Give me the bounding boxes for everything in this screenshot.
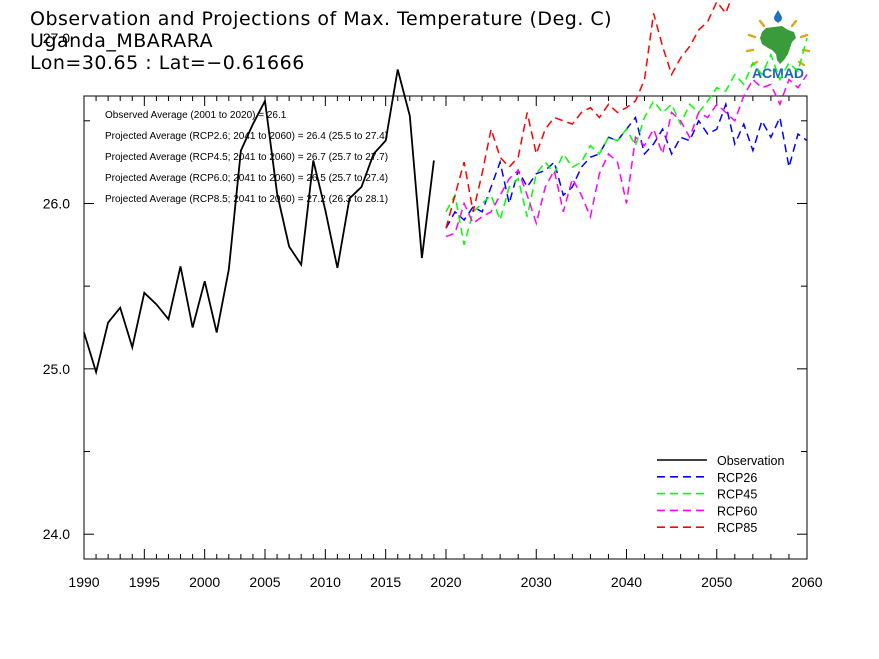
annotation-text: Projected Average (RCP4.5; 2041 to 2060)…: [105, 152, 388, 163]
x-tick-label: 1990: [68, 574, 99, 590]
legend-label: RCP26: [717, 471, 757, 485]
annotations: Observed Average (2001 to 2020) = 26.1 Pr…: [105, 110, 388, 205]
legend-label: Observation: [717, 454, 784, 468]
y-tick-label: 25.0: [43, 361, 70, 377]
series-line-rcp85: [445, 0, 732, 229]
annotation-text: Projected Average (RCP6.0; 2041 to 2060)…: [105, 173, 388, 184]
x-tick-label: 2030: [521, 574, 552, 590]
series-lines: [83, 0, 808, 376]
x-tick-label: 2015: [370, 574, 401, 590]
x-tick-label: 2000: [189, 574, 220, 590]
location-label: Uganda_MBARARA: [30, 30, 214, 52]
annotation-text: Projected Average (RCP8.5; 2041 to 2060)…: [105, 194, 388, 205]
x-tick-label: 2005: [249, 574, 280, 590]
y-tick-label: 27.0: [43, 30, 70, 46]
annotation-text: Observed Average (2001 to 2020) = 26.1: [105, 110, 287, 121]
y-tick-label: 26.0: [43, 195, 70, 211]
x-tick-label: 1995: [129, 574, 160, 590]
legend-label: RCP85: [717, 521, 757, 535]
x-tick-label: 2010: [310, 574, 341, 590]
chart-title: Observation and Projections of Max. Temp…: [30, 8, 613, 30]
x-tick-label: 2060: [791, 574, 822, 590]
coordinates-label: Lon=30.65 : Lat=−0.61666: [30, 52, 305, 74]
legend-label: RCP45: [717, 488, 757, 502]
axis-ticks: 24.025.026.027.028.019901995200020052010…: [43, 30, 823, 590]
x-tick-label: 2020: [430, 574, 461, 590]
series-line-rcp45: [445, 37, 808, 245]
series-line-rcp60: [445, 74, 808, 238]
series-line-observation: [83, 69, 435, 376]
series-line-rcp26: [445, 101, 808, 229]
logo-text: ACMAD: [752, 65, 804, 81]
y-tick-label: 24.0: [43, 526, 70, 542]
annotation-text: Projected Average (RCP2.6; 2041 to 2060)…: [105, 131, 388, 142]
x-tick-label: 2050: [701, 574, 732, 590]
x-tick-label: 2040: [611, 574, 642, 590]
title-block: Observation and Projections of Max. Temp…: [30, 8, 612, 74]
legend: Observation RCP26 RCP45 RCP60 RCP85: [657, 454, 784, 535]
legend-label: RCP60: [717, 504, 757, 518]
